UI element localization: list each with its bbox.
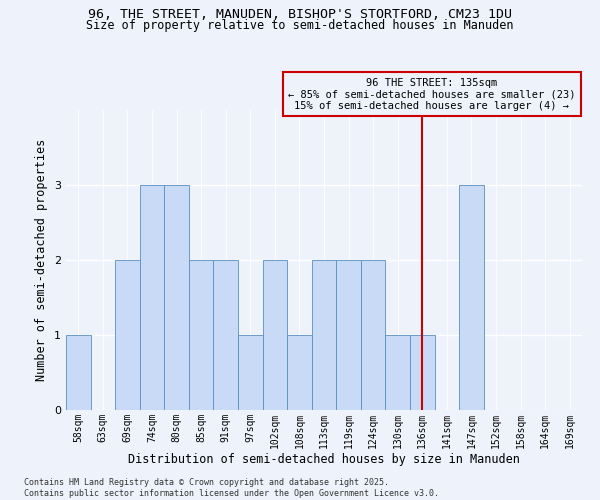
Bar	[263, 260, 287, 410]
Bar	[410, 335, 434, 410]
Bar	[361, 260, 385, 410]
Text: Distribution of semi-detached houses by size in Manuden: Distribution of semi-detached houses by …	[128, 452, 520, 466]
Bar	[140, 185, 164, 410]
Bar	[287, 335, 312, 410]
Text: 96 THE STREET: 135sqm
← 85% of semi-detached houses are smaller (23)
15% of semi: 96 THE STREET: 135sqm ← 85% of semi-deta…	[288, 78, 576, 110]
Bar	[336, 260, 361, 410]
Bar	[385, 335, 410, 410]
Y-axis label: Number of semi-detached properties: Number of semi-detached properties	[35, 139, 49, 381]
Bar	[66, 335, 91, 410]
Bar	[189, 260, 214, 410]
Text: Size of property relative to semi-detached houses in Manuden: Size of property relative to semi-detach…	[86, 19, 514, 32]
Bar	[115, 260, 140, 410]
Bar	[238, 335, 263, 410]
Bar	[214, 260, 238, 410]
Bar	[459, 185, 484, 410]
Bar	[312, 260, 336, 410]
Text: 96, THE STREET, MANUDEN, BISHOP'S STORTFORD, CM23 1DU: 96, THE STREET, MANUDEN, BISHOP'S STORTF…	[88, 8, 512, 20]
Bar	[164, 185, 189, 410]
Text: Contains HM Land Registry data © Crown copyright and database right 2025.
Contai: Contains HM Land Registry data © Crown c…	[24, 478, 439, 498]
